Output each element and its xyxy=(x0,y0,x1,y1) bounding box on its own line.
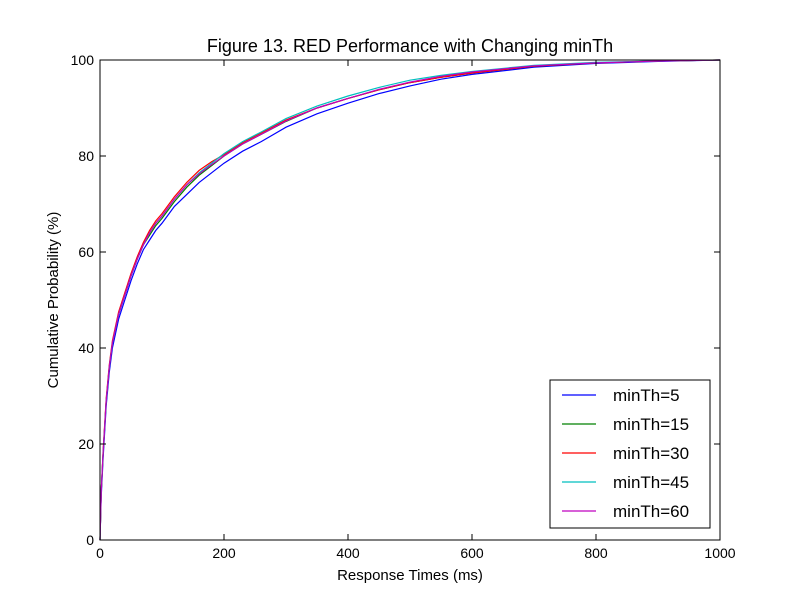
legend-label: minTh=15 xyxy=(613,415,689,434)
x-tick-label: 200 xyxy=(212,545,236,561)
y-tick-label: 80 xyxy=(78,148,94,164)
y-tick-label: 60 xyxy=(78,244,94,260)
x-tick-label: 400 xyxy=(336,545,360,561)
y-tick-label: 0 xyxy=(86,532,94,548)
series-layer xyxy=(99,59,721,541)
legend-label: minTh=45 xyxy=(613,473,689,492)
plot-frame xyxy=(99,59,721,541)
series-line-minth-60 xyxy=(99,59,721,541)
y-axis-title: Cumulative Probability (%) xyxy=(45,212,62,389)
legend-label: minTh=30 xyxy=(613,444,689,463)
legend-box xyxy=(549,379,711,529)
chart-title: Figure 13. RED Performance with Changing… xyxy=(207,36,613,56)
series-line-minth-5 xyxy=(99,59,721,541)
y-tick-label: 40 xyxy=(78,340,94,356)
y-tick-label: 100 xyxy=(71,52,95,68)
legend: minTh=5 minTh=15 minTh=30 minTh=45 minTh=60 xyxy=(549,379,711,529)
legend-label: minTh=5 xyxy=(613,386,680,405)
y-tick-label: 20 xyxy=(78,436,94,452)
x-tick-label: 800 xyxy=(584,545,608,561)
legend-label: minTh=60 xyxy=(613,502,689,521)
x-tick-label: 600 xyxy=(460,545,484,561)
x-axis-title: Response Times (ms) xyxy=(337,567,483,584)
x-tick-label: 1000 xyxy=(704,545,735,561)
x-tick-label: 0 xyxy=(96,545,104,561)
ticks-layer: 0 200 400 600 800 1000 0 20 40 60 80 100 xyxy=(71,52,736,561)
